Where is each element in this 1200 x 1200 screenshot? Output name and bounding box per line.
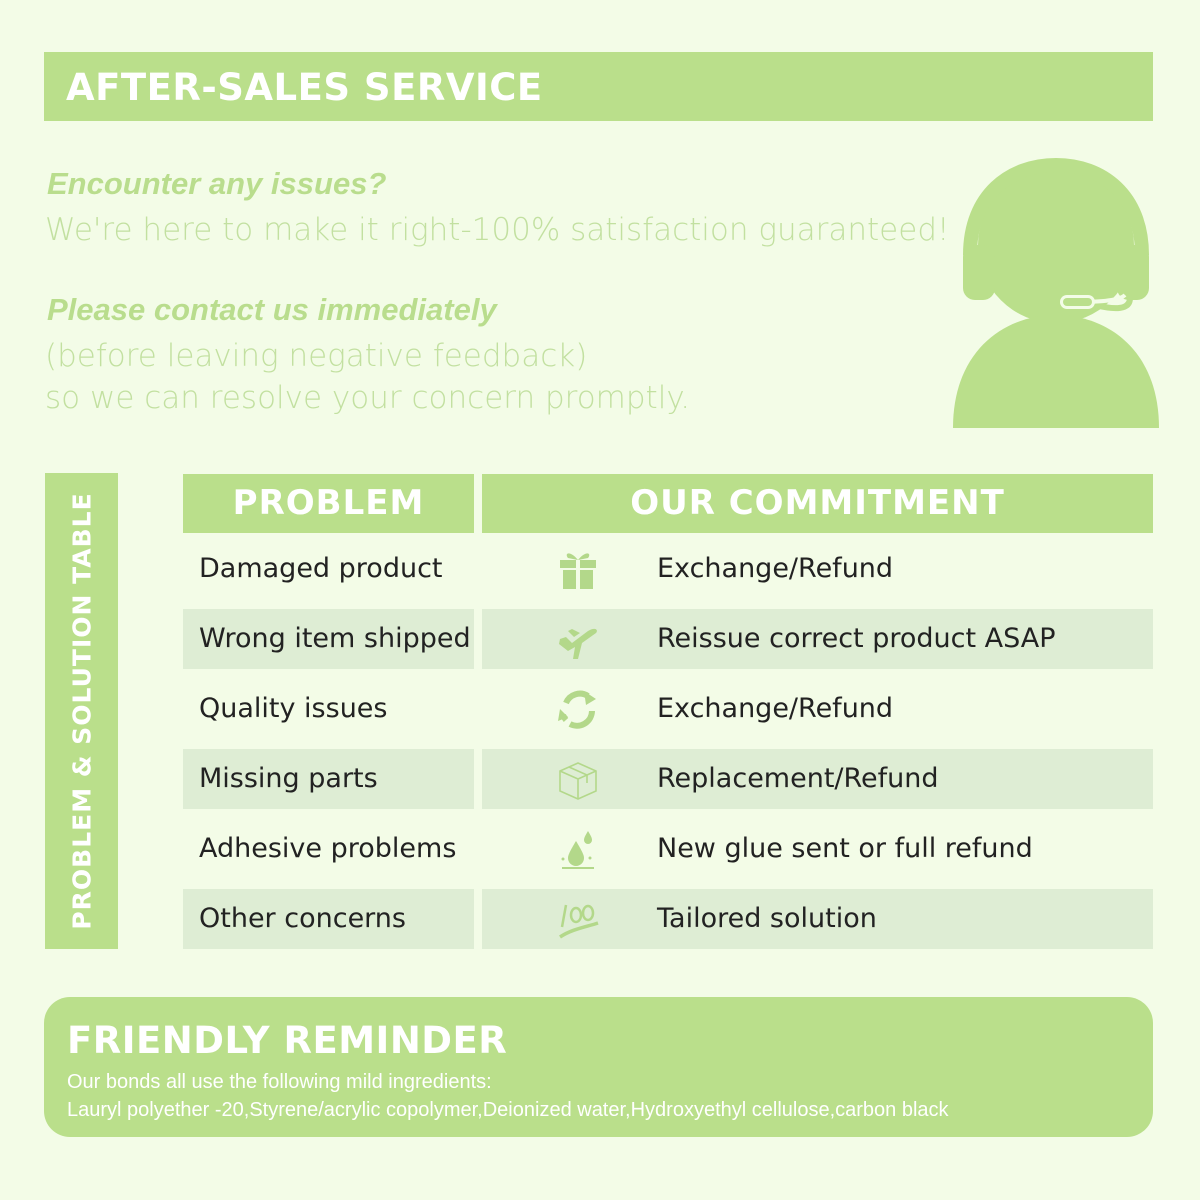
commitment-cell: Exchange/Refund: [482, 539, 1153, 599]
problem-cell: Quality issues: [199, 693, 388, 724]
intro-line-3: so we can resolve your concern promptly.: [45, 380, 691, 416]
gift-icon: [556, 547, 600, 591]
side-label: PROBLEM & SOLUTION TABLE: [45, 473, 118, 949]
commitment-cell: New glue sent or full refund: [482, 819, 1153, 879]
intro-heading-2: Please contact us immediately: [47, 292, 497, 327]
side-label-text: PROBLEM & SOLUTION TABLE: [67, 492, 96, 930]
water-drop-icon: [556, 827, 600, 871]
refresh-icon: [556, 687, 600, 731]
column-header-commitment: OUR COMMITMENT: [482, 474, 1153, 533]
page-header: AFTER-SALES SERVICE: [44, 52, 1153, 121]
problem-cell: Other concerns: [183, 889, 474, 949]
commitment-cell: Tailored solution: [482, 889, 1153, 949]
intro-heading-1: Encounter any issues?: [47, 166, 387, 201]
hundred-icon: [556, 897, 600, 941]
problem-cell: Wrong item shipped: [183, 609, 474, 669]
box-icon: [556, 757, 600, 801]
intro-line-2: (before leaving negative feedback): [45, 338, 588, 374]
reminder-title: FRIENDLY REMINDER: [67, 1019, 508, 1062]
commitment-text: Replacement/Refund: [657, 763, 939, 794]
commitment-text: Exchange/Refund: [657, 693, 894, 724]
intro-line-1: We're here to make it right-100% satisfa…: [45, 212, 950, 248]
problem-cell: Missing parts: [183, 749, 474, 809]
commitment-cell: Reissue correct product ASAP: [482, 609, 1153, 669]
column-header-problem: PROBLEM: [183, 474, 474, 533]
friendly-reminder-box: FRIENDLY REMINDER Our bonds all use the …: [44, 997, 1153, 1137]
commitment-text: Exchange/Refund: [657, 553, 894, 584]
commitment-cell: Exchange/Refund: [482, 679, 1153, 739]
customer-support-headset-icon: [953, 157, 1159, 428]
reminder-line-2: Lauryl polyether -20,Styrene/acrylic cop…: [67, 1099, 949, 1121]
commitment-cell: Replacement/Refund: [482, 749, 1153, 809]
problem-cell: Damaged product: [199, 553, 443, 584]
commitment-text: Reissue correct product ASAP: [657, 623, 1056, 654]
problem-cell: Adhesive problems: [199, 833, 457, 864]
reminder-line-1: Our bonds all use the following mild ing…: [67, 1071, 492, 1093]
commitment-text: Tailored solution: [657, 903, 877, 934]
commitment-text: New glue sent or full refund: [657, 833, 1033, 864]
airplane-icon: [556, 617, 600, 661]
